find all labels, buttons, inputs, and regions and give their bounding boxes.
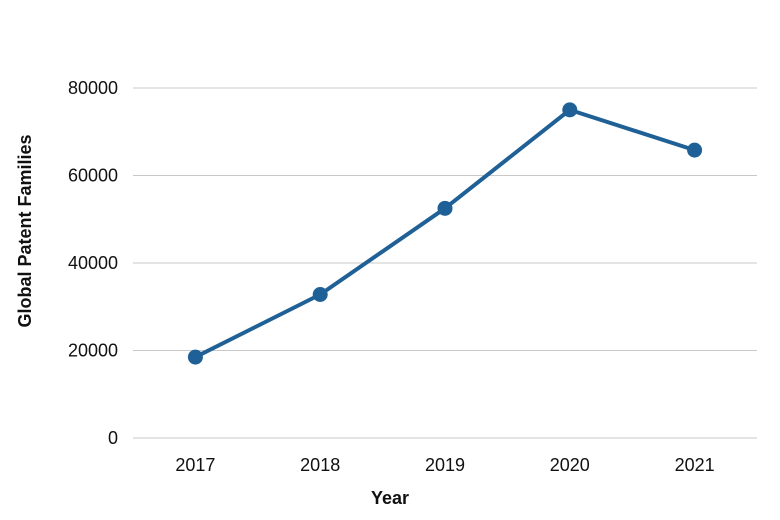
- x-axis-title: Year: [371, 488, 409, 508]
- y-axis-ticks: 0 20000 40000 60000 80000: [68, 78, 118, 448]
- x-tick-label: 2021: [675, 455, 715, 475]
- data-point: [562, 102, 578, 118]
- x-tick-label: 2018: [300, 455, 340, 475]
- data-point: [437, 200, 453, 216]
- x-tick-label: 2017: [175, 455, 215, 475]
- y-tick-label: 0: [108, 428, 118, 448]
- series-line: [193, 107, 697, 360]
- data-point: [687, 142, 703, 158]
- y-axis-title: Global Patent Families: [15, 134, 35, 327]
- y-tick-label: 40000: [68, 253, 118, 273]
- series-group: [187, 102, 703, 365]
- x-axis-ticks: 2017 2018 2019 2020 2021: [175, 455, 714, 475]
- y-tick-label: 20000: [68, 341, 118, 361]
- x-tick-label: 2019: [425, 455, 465, 475]
- y-tick-label: 60000: [68, 166, 118, 186]
- gridlines: [133, 87, 757, 439]
- data-point: [187, 349, 203, 365]
- x-tick-label: 2020: [550, 455, 590, 475]
- data-point: [312, 287, 328, 302]
- y-tick-label: 80000: [68, 78, 118, 98]
